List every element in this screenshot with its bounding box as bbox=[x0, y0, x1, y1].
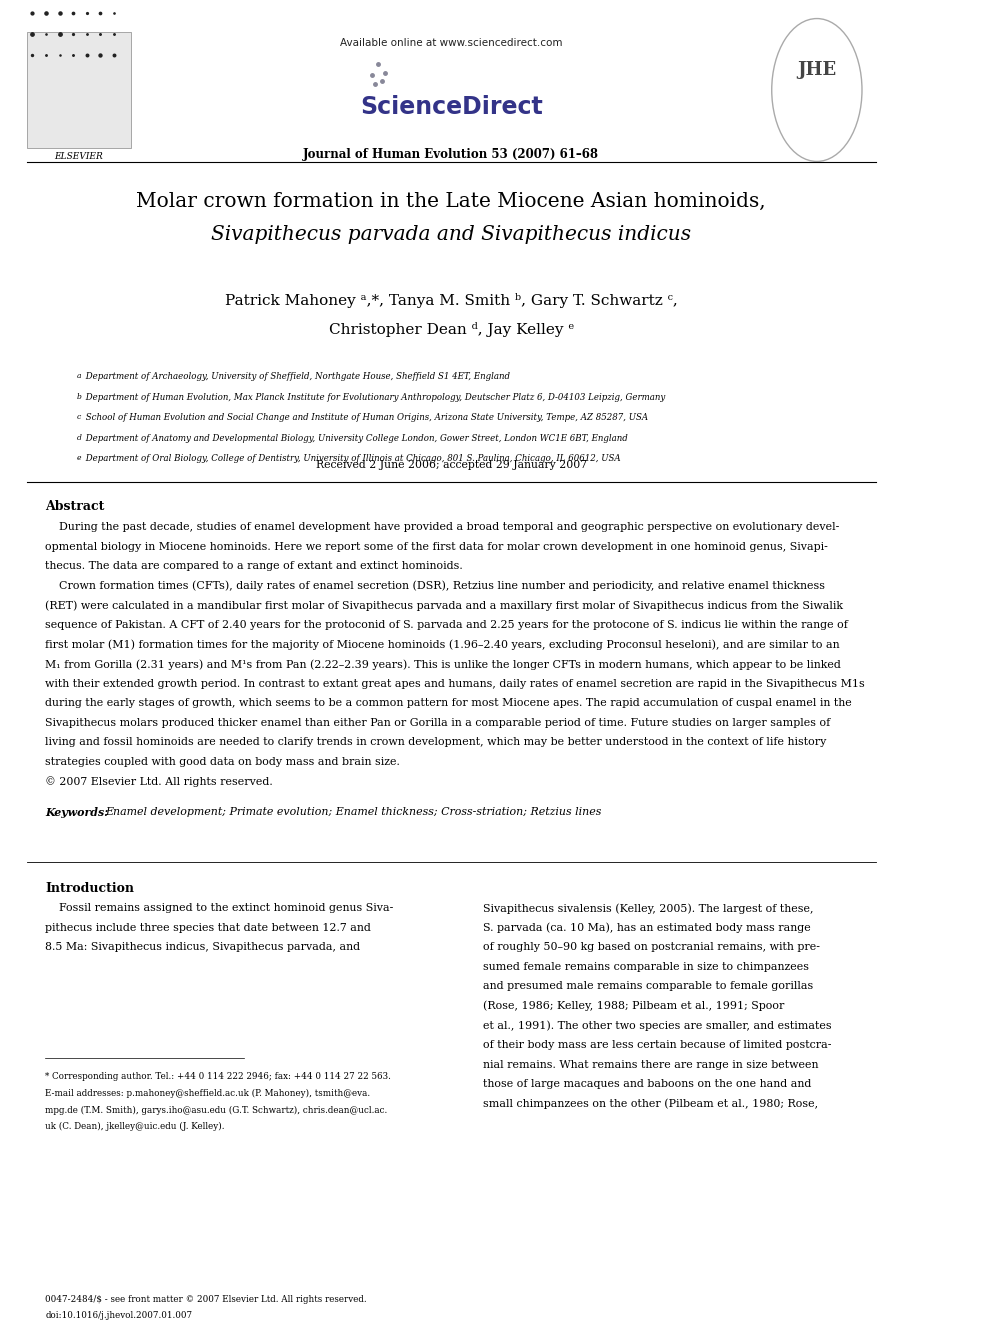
Text: (RET) were calculated in a mandibular first molar of Sivapithecus parvada and a : (RET) were calculated in a mandibular fi… bbox=[45, 601, 843, 611]
Text: Available online at www.sciencedirect.com: Available online at www.sciencedirect.co… bbox=[340, 38, 562, 48]
Text: b: b bbox=[76, 393, 81, 401]
Text: of roughly 50–90 kg based on postcranial remains, with pre-: of roughly 50–90 kg based on postcranial… bbox=[483, 942, 820, 953]
Text: those of large macaques and baboons on the one hand and: those of large macaques and baboons on t… bbox=[483, 1080, 811, 1089]
Text: et al., 1991). The other two species are smaller, and estimates: et al., 1991). The other two species are… bbox=[483, 1020, 831, 1031]
Text: Introduction: Introduction bbox=[45, 882, 134, 894]
Text: Patrick Mahoney ᵃ,*, Tanya M. Smith ᵇ, Gary T. Schwartz ᶜ,: Patrick Mahoney ᵃ,*, Tanya M. Smith ᵇ, G… bbox=[225, 292, 678, 308]
Text: Sivapithecus molars produced thicker enamel than either Pan or Gorilla in a comp: Sivapithecus molars produced thicker ena… bbox=[45, 718, 830, 728]
Text: * Corresponding author. Tel.: +44 0 114 222 2946; fax: +44 0 114 27 22 563.: * Corresponding author. Tel.: +44 0 114 … bbox=[45, 1072, 391, 1081]
Text: opmental biology in Miocene hominoids. Here we report some of the first data for: opmental biology in Miocene hominoids. H… bbox=[45, 541, 828, 552]
Text: pithecus include three species that date between 12.7 and: pithecus include three species that date… bbox=[45, 922, 371, 933]
FancyBboxPatch shape bbox=[27, 32, 131, 148]
Text: d: d bbox=[76, 434, 81, 442]
Text: of their body mass are less certain because of limited postcra-: of their body mass are less certain beca… bbox=[483, 1040, 831, 1050]
Text: uk (C. Dean), jkelley@uic.edu (J. Kelley).: uk (C. Dean), jkelley@uic.edu (J. Kelley… bbox=[45, 1122, 224, 1131]
Text: first molar (M1) formation times for the majority of Miocene hominoids (1.96–2.4: first molar (M1) formation times for the… bbox=[45, 639, 840, 650]
Text: Department of Human Evolution, Max Planck Institute for Evolutionary Anthropolog: Department of Human Evolution, Max Planc… bbox=[83, 393, 666, 401]
Text: doi:10.1016/j.jhevol.2007.01.007: doi:10.1016/j.jhevol.2007.01.007 bbox=[45, 1311, 192, 1320]
Text: Received 2 June 2006; accepted 29 January 2007: Received 2 June 2006; accepted 29 Januar… bbox=[315, 460, 587, 470]
Text: ELSEVIER: ELSEVIER bbox=[55, 152, 103, 161]
Text: sequence of Pakistan. A CFT of 2.40 years for the protoconid of S. parvada and 2: sequence of Pakistan. A CFT of 2.40 year… bbox=[45, 620, 848, 630]
Text: Department of Archaeology, University of Sheffield, Northgate House, Sheffield S: Department of Archaeology, University of… bbox=[83, 372, 510, 381]
Text: thecus. The data are compared to a range of extant and extinct hominoids.: thecus. The data are compared to a range… bbox=[45, 561, 463, 572]
Text: Sivapithecus parvada and Sivapithecus indicus: Sivapithecus parvada and Sivapithecus in… bbox=[211, 225, 691, 243]
Text: Fossil remains assigned to the extinct hominoid genus Siva-: Fossil remains assigned to the extinct h… bbox=[45, 904, 394, 913]
Text: Enamel development; Primate evolution; Enamel thickness; Cross-striation; Retziu: Enamel development; Primate evolution; E… bbox=[105, 807, 601, 816]
Text: E-mail addresses: p.mahoney@sheffield.ac.uk (P. Mahoney), tsmith@eva.: E-mail addresses: p.mahoney@sheffield.ac… bbox=[45, 1089, 370, 1098]
Text: e: e bbox=[76, 454, 81, 462]
Text: Journal of Human Evolution 53 (2007) 61–68: Journal of Human Evolution 53 (2007) 61–… bbox=[304, 148, 599, 161]
Text: a: a bbox=[76, 372, 81, 380]
Text: and presumed male remains comparable to female gorillas: and presumed male remains comparable to … bbox=[483, 982, 813, 991]
Ellipse shape bbox=[772, 19, 862, 161]
Text: nial remains. What remains there are range in size between: nial remains. What remains there are ran… bbox=[483, 1060, 818, 1069]
Text: 0047-2484/$ - see front matter © 2007 Elsevier Ltd. All rights reserved.: 0047-2484/$ - see front matter © 2007 El… bbox=[45, 1295, 367, 1304]
Text: JHE: JHE bbox=[798, 61, 836, 79]
Text: c: c bbox=[77, 413, 81, 421]
Text: Department of Oral Biology, College of Dentistry, University of Illinois at Chic: Department of Oral Biology, College of D… bbox=[83, 454, 621, 463]
Text: Christopher Dean ᵈ, Jay Kelley ᵉ: Christopher Dean ᵈ, Jay Kelley ᵉ bbox=[328, 321, 574, 337]
Text: (Rose, 1986; Kelley, 1988; Pilbeam et al., 1991; Spoor: (Rose, 1986; Kelley, 1988; Pilbeam et al… bbox=[483, 1002, 785, 1012]
Text: Keywords:: Keywords: bbox=[45, 807, 108, 818]
Text: S. parvada (ca. 10 Ma), has an estimated body mass range: S. parvada (ca. 10 Ma), has an estimated… bbox=[483, 922, 810, 933]
Text: Department of Anatomy and Developmental Biology, University College London, Gowe: Department of Anatomy and Developmental … bbox=[83, 434, 628, 442]
Text: 8.5 Ma: Sivapithecus indicus, Sivapithecus parvada, and: 8.5 Ma: Sivapithecus indicus, Sivapithec… bbox=[45, 942, 360, 953]
Text: ScienceDirect: ScienceDirect bbox=[360, 95, 543, 119]
Text: living and fossil hominoids are needed to clarify trends in crown development, w: living and fossil hominoids are needed t… bbox=[45, 737, 826, 747]
Text: Sivapithecus sivalensis (Kelley, 2005). The largest of these,: Sivapithecus sivalensis (Kelley, 2005). … bbox=[483, 904, 813, 914]
Text: School of Human Evolution and Social Change and Institute of Human Origins, Ariz: School of Human Evolution and Social Cha… bbox=[83, 413, 648, 422]
Text: Molar crown formation in the Late Miocene Asian hominoids,: Molar crown formation in the Late Miocen… bbox=[137, 192, 766, 210]
Text: Crown formation times (CFTs), daily rates of enamel secretion (DSR), Retzius lin: Crown formation times (CFTs), daily rate… bbox=[45, 581, 825, 591]
Text: sumed female remains comparable in size to chimpanzees: sumed female remains comparable in size … bbox=[483, 962, 808, 971]
Text: with their extended growth period. In contrast to extant great apes and humans, : with their extended growth period. In co… bbox=[45, 679, 865, 689]
Text: small chimpanzees on the other (Pilbeam et al., 1980; Rose,: small chimpanzees on the other (Pilbeam … bbox=[483, 1099, 818, 1110]
Text: during the early stages of growth, which seems to be a common pattern for most M: during the early stages of growth, which… bbox=[45, 699, 852, 708]
Text: © 2007 Elsevier Ltd. All rights reserved.: © 2007 Elsevier Ltd. All rights reserved… bbox=[45, 777, 273, 787]
Text: Abstract: Abstract bbox=[45, 500, 104, 513]
Text: mpg.de (T.M. Smith), garys.iho@asu.edu (G.T. Schwartz), chris.dean@ucl.ac.: mpg.de (T.M. Smith), garys.iho@asu.edu (… bbox=[45, 1106, 388, 1115]
Text: M₁ from Gorilla (2.31 years) and M¹s from Pan (2.22–2.39 years). This is unlike : M₁ from Gorilla (2.31 years) and M¹s fro… bbox=[45, 659, 841, 669]
Text: During the past decade, studies of enamel development have provided a broad temp: During the past decade, studies of ename… bbox=[45, 523, 839, 532]
Text: strategies coupled with good data on body mass and brain size.: strategies coupled with good data on bod… bbox=[45, 757, 400, 767]
